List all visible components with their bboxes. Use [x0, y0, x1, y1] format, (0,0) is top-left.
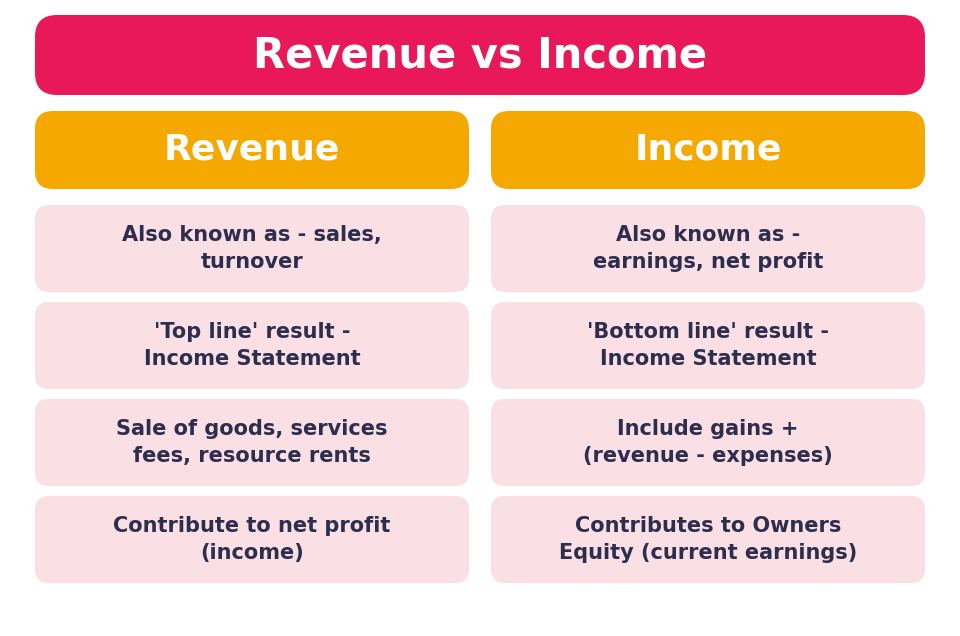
FancyBboxPatch shape [491, 111, 925, 189]
Text: Revenue vs Income: Revenue vs Income [252, 34, 708, 76]
Text: Also known as - sales,
turnover: Also known as - sales, turnover [122, 225, 382, 272]
Text: Include gains +
(revenue - expenses): Include gains + (revenue - expenses) [583, 419, 833, 466]
FancyBboxPatch shape [491, 399, 925, 486]
FancyBboxPatch shape [491, 302, 925, 389]
Text: Also known as -
earnings, net profit: Also known as - earnings, net profit [593, 225, 823, 272]
Text: Sale of goods, services
fees, resource rents: Sale of goods, services fees, resource r… [116, 419, 388, 466]
Text: Contribute to net profit
(income): Contribute to net profit (income) [113, 516, 391, 563]
FancyBboxPatch shape [35, 205, 469, 292]
Text: Income: Income [635, 133, 781, 167]
Text: 'Top line' result -
Income Statement: 'Top line' result - Income Statement [144, 322, 360, 369]
FancyBboxPatch shape [35, 15, 925, 95]
Text: Contributes to Owners
Equity (current earnings): Contributes to Owners Equity (current ea… [559, 516, 857, 563]
Text: 'Bottom line' result -
Income Statement: 'Bottom line' result - Income Statement [587, 322, 829, 369]
FancyBboxPatch shape [491, 205, 925, 292]
Text: Revenue: Revenue [164, 133, 340, 167]
FancyBboxPatch shape [35, 302, 469, 389]
FancyBboxPatch shape [35, 399, 469, 486]
FancyBboxPatch shape [35, 496, 469, 583]
FancyBboxPatch shape [35, 111, 469, 189]
FancyBboxPatch shape [491, 496, 925, 583]
